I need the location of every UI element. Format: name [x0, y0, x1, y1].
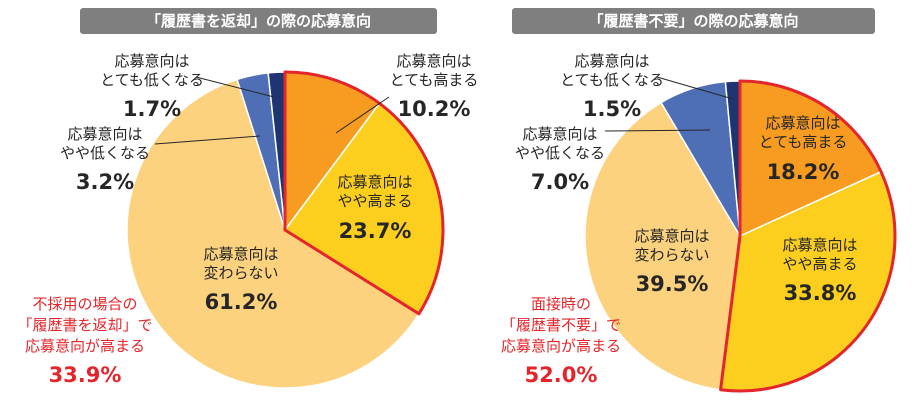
pie-2-leader-5: [656, 76, 734, 100]
pie-2-label-3-line-1: 応募意向は: [634, 227, 709, 245]
pie-1-label-5-line-1: 応募意向は: [114, 52, 189, 70]
pie-2-note-value: 52.0%: [525, 363, 598, 387]
pie-1-note-line-2: 「履歴書を返却」で: [17, 316, 152, 334]
pie-1-label-2-line-1: 応募意向は: [337, 173, 412, 191]
pie-2-label-3-line-2: 変わらない: [634, 246, 709, 264]
pie-2-highlight-outline: [719, 79, 897, 393]
pie-2-label-5-line-2: とても低くなる: [560, 71, 664, 89]
pie-2-label-2-line-2: やや高まる: [782, 255, 857, 273]
pie-1-label-2-line-2: やや高まる: [337, 192, 412, 210]
pie-1-value-1: 10.2%: [398, 97, 471, 121]
pie-1-label-4-line-1: 応募意向は: [67, 125, 142, 143]
pie-2-value-5: 1.5%: [583, 97, 641, 121]
pie-2-note-line-2: 「履歴書不要」で: [501, 316, 621, 334]
pie-2-value-2: 33.8%: [784, 281, 857, 305]
pie-1-leader-5: [195, 76, 275, 98]
pie-2-value-1: 18.2%: [767, 160, 840, 184]
pie-2-label-4-line-2: やや低くなる: [515, 144, 605, 162]
pie-1-value-2: 23.7%: [339, 219, 412, 243]
pie-1-label-3-line-2: 変わらない: [203, 264, 278, 282]
chart-2-title: 「履歴書不要」の際の応募意向: [512, 8, 875, 34]
pie-2-label-4-line-1: 応募意向は: [522, 125, 597, 143]
pie-1-value-3: 61.2%: [205, 290, 278, 314]
pie-1-leader-4: [154, 135, 261, 145]
pie-2-label-1-line-2: とても高まる: [759, 133, 848, 151]
pie-1-label-1-line-2: とても高まる: [390, 71, 479, 89]
pie-2-label-5-line-1: 応募意向は: [574, 52, 649, 70]
pie-2-value-4: 7.0%: [531, 170, 589, 194]
pie-2-value-3: 39.5%: [636, 272, 709, 296]
pie-2-label-1-line-1: 応募意向は: [765, 114, 840, 132]
chart-1-title: 「履歴書を返却」の際の応募意向: [80, 8, 437, 34]
pie-2-slice-3: [584, 101, 741, 391]
pie-1-note-line-1: 不採用の場合の: [32, 295, 137, 313]
pie-1-note-line-3: 応募意向が高まる: [25, 337, 145, 355]
pie-1-value-5: 1.7%: [123, 97, 181, 121]
pie-1-label-4-line-2: やや低くなる: [60, 144, 150, 162]
pie-1-value-4: 3.2%: [76, 170, 134, 194]
pie-2-note-line-3: 応募意向が高まる: [501, 337, 621, 355]
pie-1-highlight-outline: [283, 70, 445, 316]
pie-1-note-value: 33.9%: [49, 363, 122, 387]
pie-1-label-1-line-1: 応募意向は: [396, 52, 471, 70]
pie-1-leader-1: [335, 96, 390, 134]
pie-2-leader-4: [604, 129, 711, 132]
pie-1-label-3-line-1: 応募意向は: [203, 245, 278, 263]
pie-1-label-5-line-2: とても低くなる: [100, 71, 204, 89]
pie-2-note-line-1: 面接時の: [531, 295, 591, 313]
pie-1-slice-3: [126, 78, 420, 389]
pie-2-label-2-line-1: 応募意向は: [782, 236, 857, 254]
